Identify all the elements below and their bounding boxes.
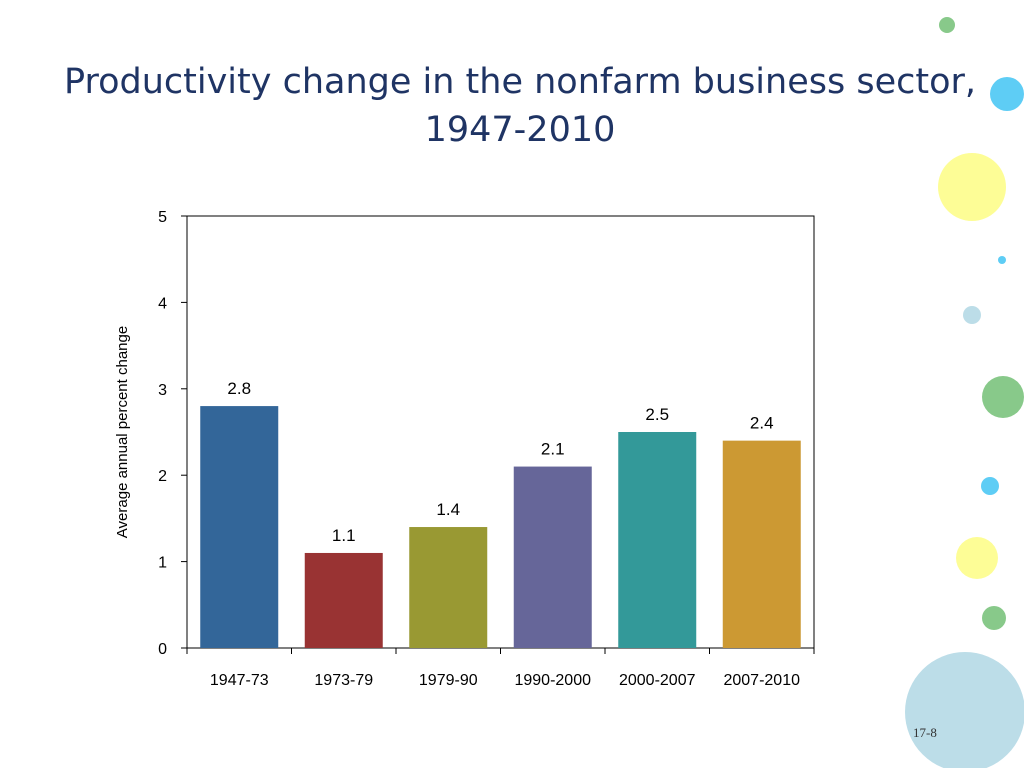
x-tick-label: 1979-90 <box>419 672 478 689</box>
slide-title: Productivity change in the nonfarm busin… <box>40 58 1000 154</box>
decorative-circle <box>982 606 1006 630</box>
x-tick-label: 2000-2007 <box>619 672 696 689</box>
slide-title-line-1: Productivity change in the nonfarm busin… <box>63 62 977 102</box>
bar-1973-79 <box>304 552 383 648</box>
bar-2007-2010 <box>722 440 801 648</box>
bar-1990-2000 <box>513 466 592 648</box>
slide-title-line-2: 1947-2010 <box>424 110 616 150</box>
data-label: 1.4 <box>436 500 460 519</box>
data-label: 2.4 <box>750 414 774 433</box>
y-tick-label: 3 <box>158 382 167 399</box>
decorative-circle <box>998 256 1006 264</box>
data-label: 1.1 <box>332 526 356 545</box>
x-tick-label: 1947-73 <box>210 672 269 689</box>
bar-1979-90 <box>409 527 488 648</box>
data-label: 2.1 <box>541 440 565 459</box>
y-tick-label: 4 <box>158 295 167 312</box>
decorative-circle <box>982 376 1024 418</box>
y-tick-label: 2 <box>158 468 167 485</box>
bar-1947-73 <box>200 406 279 648</box>
page-number: 17-8 <box>913 725 937 740</box>
x-tick-label: 1973-79 <box>314 672 373 689</box>
bar-2000-2007 <box>618 432 697 648</box>
data-label: 2.8 <box>227 379 251 398</box>
decorative-circle <box>938 153 1006 221</box>
x-tick-label: 1990-2000 <box>514 672 591 689</box>
decorative-circle <box>981 477 999 495</box>
data-label: 2.5 <box>645 405 669 424</box>
decorative-circle <box>939 17 955 33</box>
x-tick-label: 2007-2010 <box>723 672 800 689</box>
decorative-circle <box>990 77 1024 111</box>
decorative-circle <box>956 537 998 579</box>
y-tick-label: 1 <box>158 555 167 572</box>
plot-area-frame <box>186 215 815 649</box>
y-tick-label: 5 <box>158 209 167 226</box>
y-axis-label: Average annual percent change <box>114 326 131 538</box>
decorative-circle <box>963 306 981 324</box>
y-tick-label: 0 <box>158 641 167 658</box>
decorative-circle <box>905 652 1024 768</box>
